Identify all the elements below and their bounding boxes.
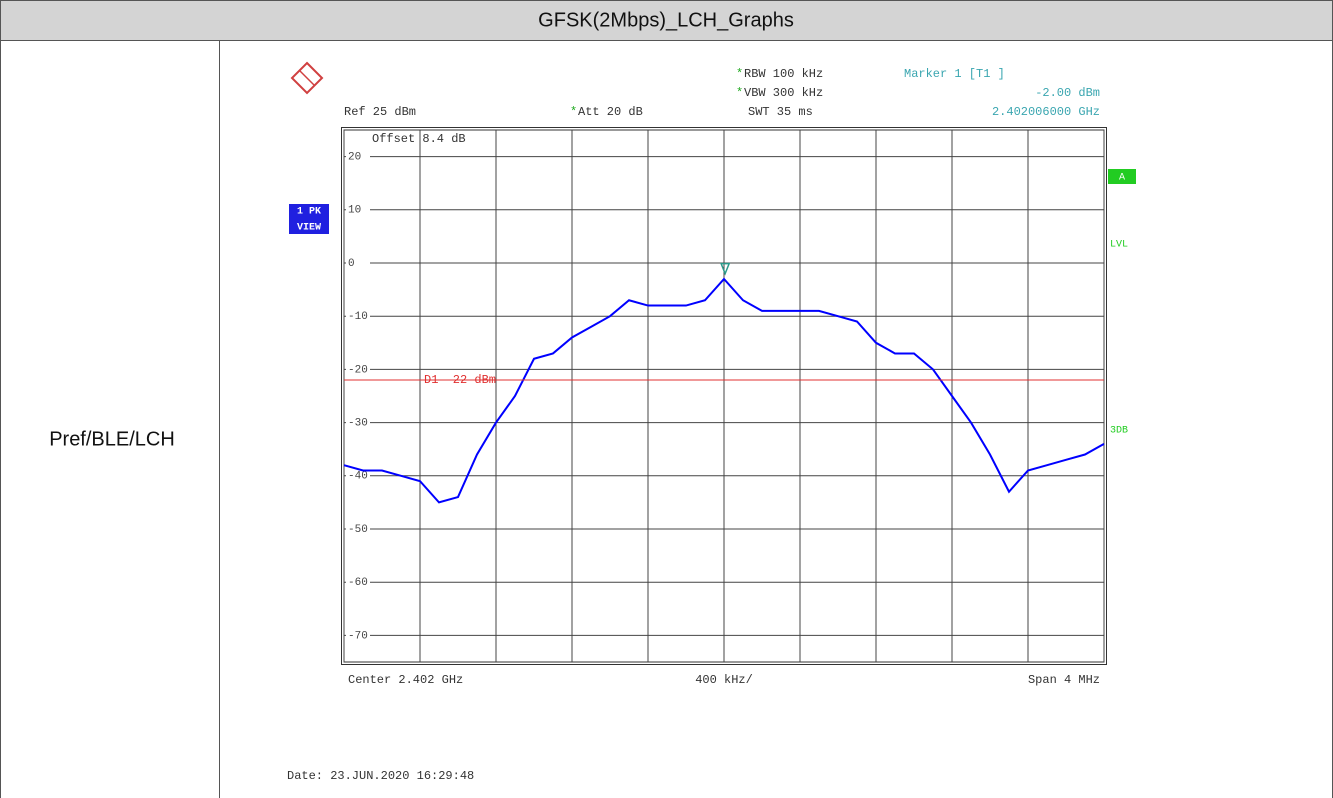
y-tick-label: 10 bbox=[348, 205, 361, 217]
ref-label: Ref 25 dBm bbox=[344, 105, 416, 119]
header-row bbox=[0, 0, 1333, 41]
a-label: A bbox=[1119, 173, 1125, 184]
date-label: Date: 23.JUN.2020 16:29:48 bbox=[287, 769, 474, 783]
y-tick-label: -30 bbox=[348, 418, 368, 430]
tick-label-bg bbox=[346, 257, 370, 269]
att-label: Att 20 dB bbox=[578, 105, 643, 119]
a-box bbox=[1108, 169, 1136, 184]
tick-label-bg bbox=[346, 310, 370, 323]
y-tick-label: 0 bbox=[348, 258, 355, 270]
marker-title: Marker 1 [T1 ] bbox=[904, 67, 1005, 81]
tick-label-bg bbox=[346, 363, 370, 376]
rbw-label: RBW 100 kHz bbox=[744, 67, 823, 81]
y-tick-label: 20 bbox=[348, 152, 361, 164]
y-tick-label: -10 bbox=[348, 311, 368, 323]
tick-label-bg bbox=[346, 203, 370, 216]
trace-label: 1 PK bbox=[297, 207, 321, 218]
tick-label-bg bbox=[346, 469, 370, 482]
y-tick-label: -60 bbox=[348, 577, 368, 589]
swt-label: SWT 35 ms bbox=[748, 105, 813, 119]
y-tick-label: -70 bbox=[348, 630, 368, 642]
trace-label: VIEW bbox=[297, 223, 321, 234]
db-label: 3DB bbox=[1110, 426, 1128, 437]
span-label: Span 4 MHz bbox=[1028, 673, 1100, 687]
y-tick-label: -20 bbox=[348, 364, 368, 376]
trace bbox=[343, 277, 1105, 504]
marker bbox=[720, 262, 731, 276]
tick-label-bg bbox=[346, 523, 370, 535]
marker-freq: 2.402006000 GHz bbox=[992, 105, 1100, 119]
tick-label-bg bbox=[346, 150, 370, 163]
y-tick-label: -50 bbox=[348, 524, 368, 536]
rs-logo bbox=[290, 61, 324, 95]
star: * bbox=[736, 86, 743, 100]
star: * bbox=[736, 67, 743, 81]
offset-label: Offset 8.4 dB bbox=[372, 132, 466, 146]
table-title: GFSK(2Mbps)_LCH_Graphs bbox=[538, 9, 794, 31]
star: * bbox=[570, 105, 577, 119]
vbw-label: VBW 300 kHz bbox=[744, 86, 823, 100]
display-line-label: D1 -22 dBm bbox=[424, 373, 496, 387]
row-label: Pref/BLE/LCH bbox=[49, 428, 175, 450]
lvl-label: LVL bbox=[1110, 240, 1128, 251]
y-tick-label: -40 bbox=[348, 471, 368, 483]
tick-label-bg bbox=[346, 629, 370, 642]
plot-frame bbox=[341, 127, 1107, 665]
center-label: Center 2.402 GHz bbox=[348, 673, 463, 687]
tick-label-bg bbox=[346, 416, 370, 429]
marker-level: -2.00 dBm bbox=[1035, 86, 1100, 100]
tick-label-bg bbox=[346, 576, 370, 589]
trace-box bbox=[289, 204, 329, 234]
div-label: 400 kHz/ bbox=[695, 673, 753, 687]
